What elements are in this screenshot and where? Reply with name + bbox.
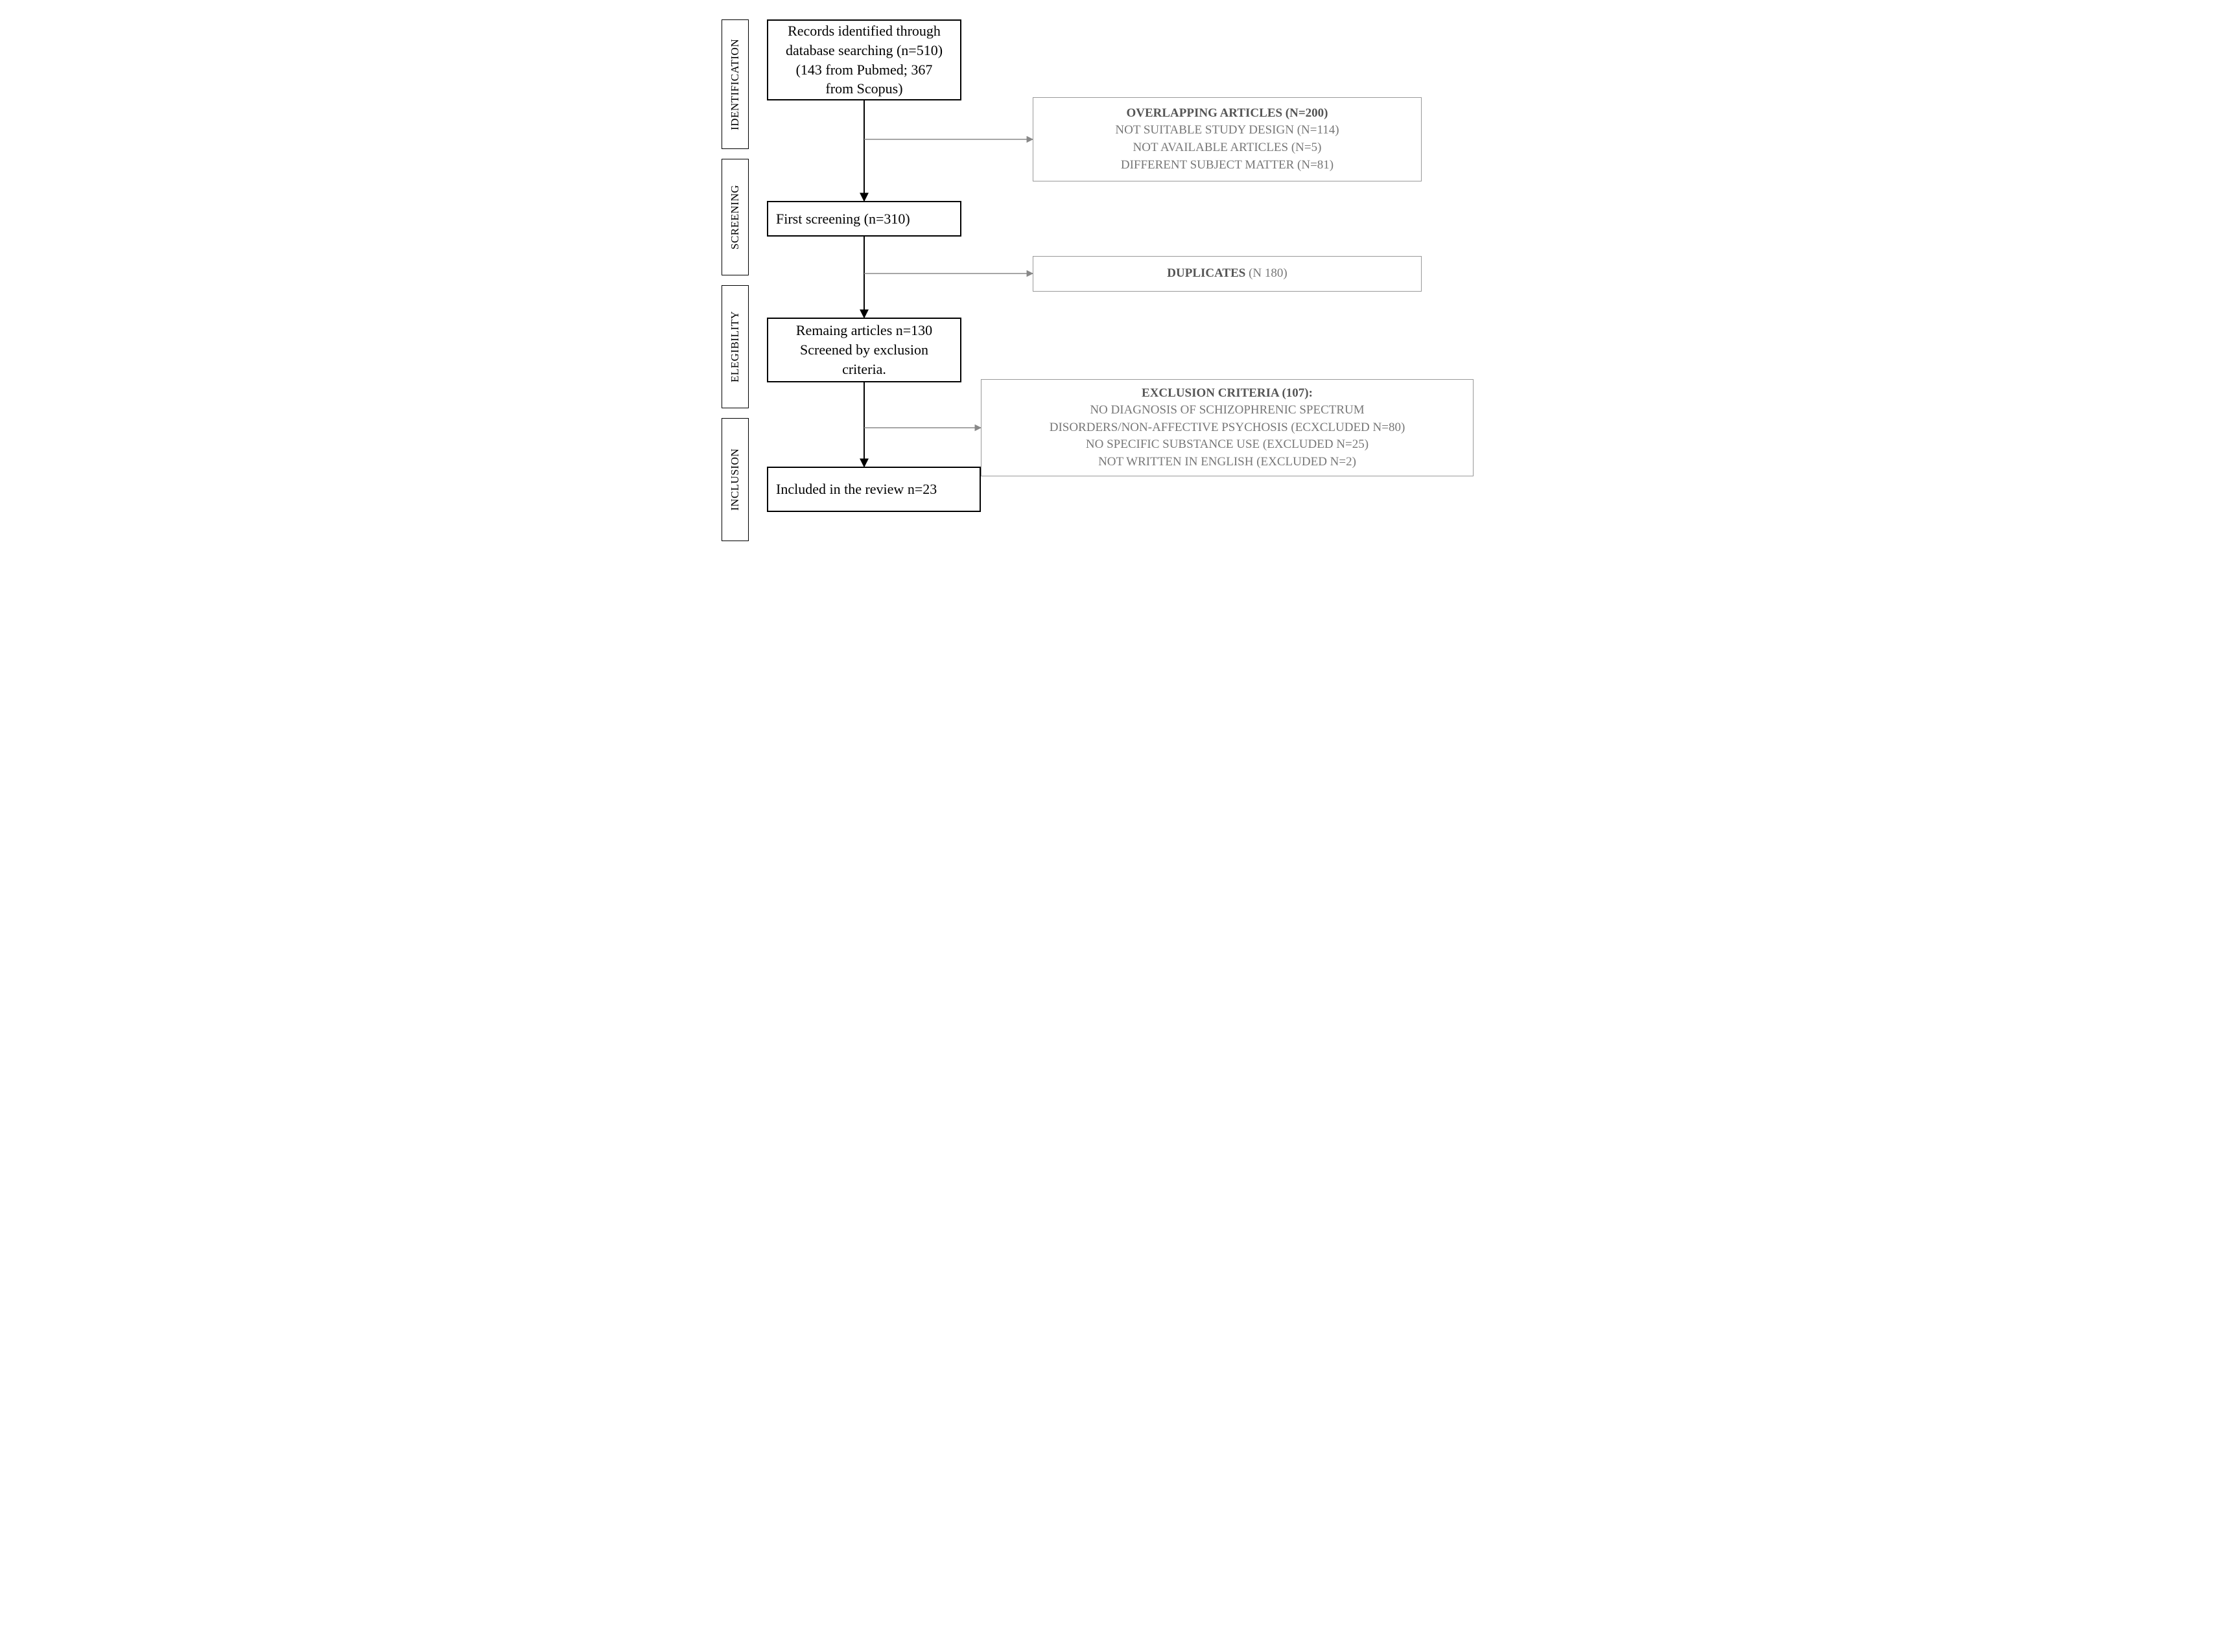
stage-label-inclusion: INCLUSION (722, 418, 749, 541)
stage-label-elegibility: ELEGIBILITY (722, 285, 749, 408)
flow-node-m4: Included in the review n=23 (767, 467, 981, 512)
flow-node-m3: Remaing articles n=130Screened by exclus… (767, 318, 961, 382)
exclusion-node-e2: DUPLICATES (N 180) (1033, 256, 1422, 292)
stage-label-identification: IDENTIFICATION (722, 19, 749, 149)
prisma-flowchart: IDENTIFICATION SCREENING ELEGIBILITY INCLUS… (722, 13, 1499, 596)
flow-node-m2: First screening (n=310) (767, 201, 961, 237)
flow-node-m1: Records identified throughdatabase searc… (767, 19, 961, 100)
stage-label-screening: SCREENING (722, 159, 749, 275)
exclusion-node-e1: OVERLAPPING ARTICLES (N=200)NOT SUITABLE… (1033, 97, 1422, 181)
exclusion-node-e3: EXCLUSION CRITERIA (107):NO DIAGNOSIS OF… (981, 379, 1474, 476)
